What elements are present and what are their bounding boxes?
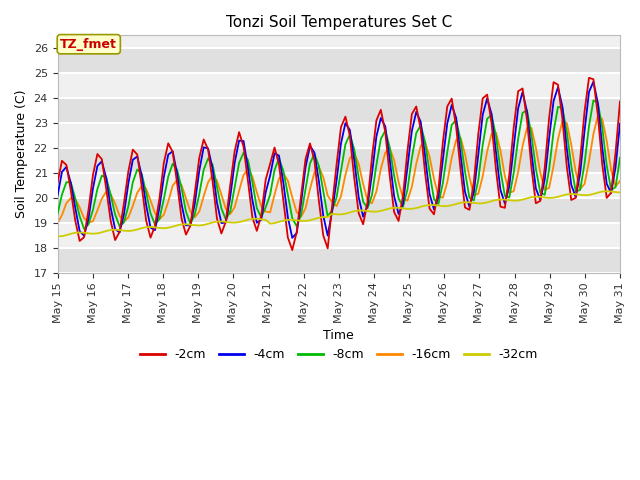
Text: TZ_fmet: TZ_fmet (60, 38, 117, 51)
Bar (58, 48, 620, 73)
Bar (58, 223, 620, 248)
X-axis label: Time: Time (323, 329, 354, 342)
Y-axis label: Soil Temperature (C): Soil Temperature (C) (15, 90, 28, 218)
Bar (58, 123, 620, 148)
Bar (58, 98, 620, 123)
Bar (58, 73, 620, 98)
Bar (58, 173, 620, 198)
Bar (58, 148, 620, 173)
Bar (58, 198, 620, 223)
Legend: -2cm, -4cm, -8cm, -16cm, -32cm: -2cm, -4cm, -8cm, -16cm, -32cm (134, 343, 543, 366)
Bar (58, 248, 620, 273)
Title: Tonzi Soil Temperatures Set C: Tonzi Soil Temperatures Set C (226, 15, 452, 30)
